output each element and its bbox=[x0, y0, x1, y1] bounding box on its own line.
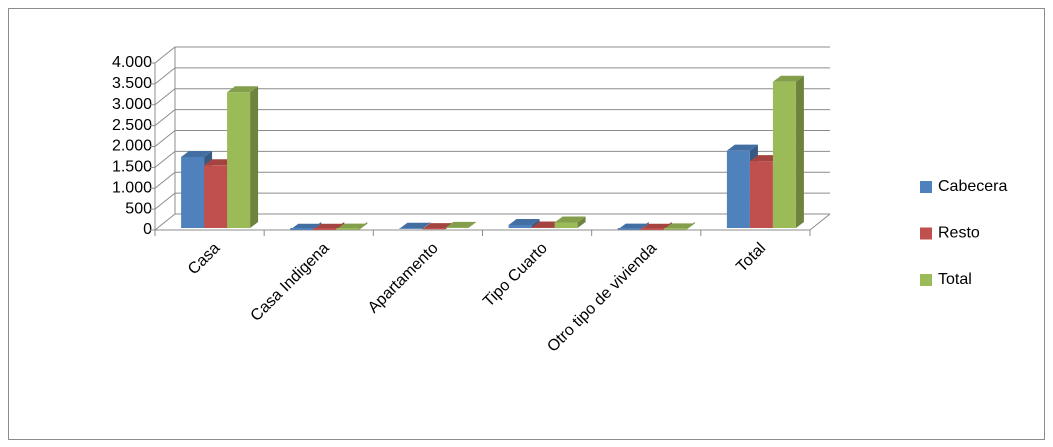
bar-side bbox=[577, 216, 586, 228]
bar-top bbox=[181, 150, 213, 157]
y-tick-label: 3.500 bbox=[112, 75, 152, 92]
bar-front bbox=[726, 150, 750, 228]
legend-swatch bbox=[920, 274, 932, 286]
bar-top bbox=[399, 222, 431, 229]
bar-front bbox=[640, 228, 664, 230]
bar bbox=[508, 218, 540, 228]
bar-front bbox=[554, 222, 578, 228]
bar-front bbox=[663, 228, 687, 230]
bar-side bbox=[531, 218, 540, 228]
grid-line bbox=[154, 192, 830, 210]
bar-front bbox=[422, 228, 446, 230]
grid-line bbox=[154, 109, 830, 127]
grid-line bbox=[154, 171, 830, 189]
bar-front bbox=[772, 81, 796, 228]
grid-line bbox=[154, 130, 830, 147]
legend-swatch bbox=[920, 181, 932, 193]
y-tick-label: 1.500 bbox=[112, 159, 152, 176]
bar bbox=[445, 221, 477, 228]
legend-label: Cabecera bbox=[938, 178, 1007, 195]
bar-top bbox=[445, 221, 477, 228]
y-tick-label: 500 bbox=[125, 200, 152, 217]
bar bbox=[227, 86, 259, 228]
bar bbox=[399, 222, 431, 229]
y-tick-label: 2.500 bbox=[112, 117, 152, 134]
bar-top bbox=[227, 86, 259, 93]
bar-front bbox=[227, 92, 251, 228]
legend-label: Total bbox=[938, 271, 972, 288]
grid-line bbox=[154, 213, 830, 231]
bar-front bbox=[336, 228, 360, 230]
bar-front bbox=[204, 165, 228, 228]
bar bbox=[663, 222, 695, 230]
bar-side bbox=[250, 86, 259, 228]
bar-front bbox=[181, 156, 205, 228]
bar-front bbox=[290, 228, 314, 230]
y-tick-label: 0 bbox=[143, 221, 152, 238]
grid-line bbox=[154, 67, 830, 85]
bar-side bbox=[795, 75, 804, 228]
bar-top bbox=[554, 216, 586, 223]
bar-front bbox=[399, 228, 423, 229]
grid-line bbox=[154, 150, 830, 168]
legend-swatch bbox=[920, 227, 932, 240]
y-tick-label: 4.000 bbox=[112, 54, 152, 71]
bar bbox=[772, 75, 804, 228]
bar-front bbox=[531, 227, 555, 228]
bar-top bbox=[422, 223, 454, 230]
bar-front bbox=[313, 228, 337, 230]
bar-front bbox=[617, 228, 641, 230]
grid-line bbox=[154, 46, 830, 64]
legend-label: Resto bbox=[938, 225, 980, 242]
bar-top bbox=[772, 75, 804, 82]
bar-top bbox=[663, 223, 695, 230]
bar-top bbox=[508, 218, 540, 225]
bar-front bbox=[749, 161, 773, 228]
y-tick-label: 3.000 bbox=[112, 96, 152, 113]
y-tick-label: 1.000 bbox=[112, 179, 152, 196]
bar bbox=[336, 222, 368, 230]
bar bbox=[554, 216, 586, 228]
grid-line bbox=[154, 88, 830, 106]
bar-top bbox=[726, 144, 758, 151]
y-tick-label: 2.000 bbox=[112, 138, 152, 155]
bar-side bbox=[468, 221, 477, 228]
bar-front bbox=[508, 224, 532, 228]
